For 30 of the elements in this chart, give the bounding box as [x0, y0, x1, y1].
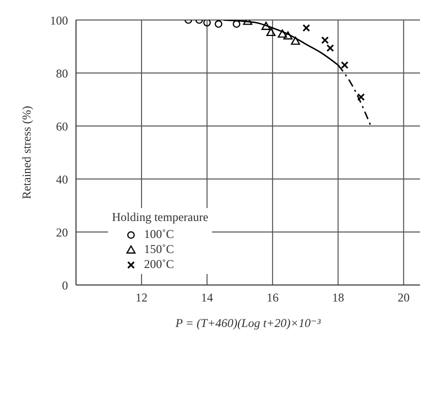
point — [283, 31, 293, 40]
point — [326, 44, 334, 52]
x-tick-label: 12 — [136, 290, 148, 305]
x-axis-title: P = (T+460)(Log t+20)×10⁻³ — [174, 316, 321, 330]
point — [278, 29, 287, 38]
x-tick-label: 14 — [201, 290, 214, 305]
y-tick-label: 20 — [56, 225, 68, 240]
x-tick-label: 16 — [266, 290, 279, 305]
y-tick-label: 80 — [56, 66, 68, 80]
point — [340, 61, 348, 69]
point — [357, 93, 365, 101]
point — [261, 22, 271, 30]
y-tick-label: 60 — [56, 119, 68, 134]
point — [203, 20, 211, 26]
point — [321, 36, 329, 44]
y-tick-label: 40 — [56, 172, 68, 186]
point — [232, 20, 240, 28]
point — [266, 28, 276, 36]
point — [214, 20, 222, 28]
y-tick-label: 100 — [50, 13, 68, 28]
y-axis-title: Retained stress (%) — [19, 106, 34, 200]
point — [290, 36, 300, 45]
legend-title: Holding temperaure — [112, 210, 208, 225]
x-tick-label: 20 — [398, 290, 410, 305]
y-tick-label: 0 — [62, 278, 68, 292]
point — [302, 24, 310, 32]
legend-label: 150˚C — [144, 242, 174, 257]
x-tick-label: 18 — [332, 290, 344, 305]
legend-label: 200˚C — [144, 257, 174, 272]
legend-label: 100˚C — [144, 227, 174, 242]
